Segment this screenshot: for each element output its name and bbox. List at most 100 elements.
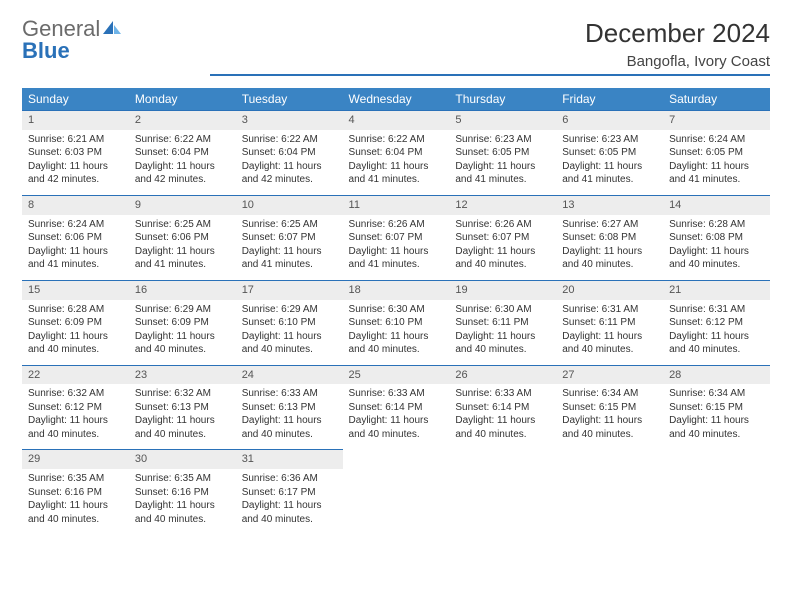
daylight-text: Daylight: 11 hours: [349, 414, 444, 428]
day-number: 22: [22, 366, 129, 385]
calendar-cell: 6Sunrise: 6:23 AMSunset: 6:05 PMDaylight…: [556, 111, 663, 196]
daylight-text: Daylight: 11 hours: [242, 160, 337, 174]
daylight-text: and 40 minutes.: [242, 513, 337, 527]
calendar-cell: 19Sunrise: 6:30 AMSunset: 6:11 PMDayligh…: [449, 280, 556, 365]
daylight-text: and 41 minutes.: [349, 258, 444, 272]
calendar-cell: 30Sunrise: 6:35 AMSunset: 6:16 PMDayligh…: [129, 450, 236, 534]
day-details: Sunrise: 6:33 AMSunset: 6:14 PMDaylight:…: [449, 384, 556, 449]
day-header-row: Sunday Monday Tuesday Wednesday Thursday…: [22, 88, 770, 111]
daylight-text: and 40 minutes.: [562, 428, 657, 442]
sunset-text: Sunset: 6:07 PM: [242, 231, 337, 245]
sunset-text: Sunset: 6:05 PM: [562, 146, 657, 160]
day-details: Sunrise: 6:22 AMSunset: 6:04 PMDaylight:…: [343, 130, 450, 195]
day-number: 6: [556, 111, 663, 130]
daylight-text: and 42 minutes.: [242, 173, 337, 187]
day-number: 18: [343, 281, 450, 300]
brand-word2: Blue: [22, 38, 70, 63]
day-number: 30: [129, 450, 236, 469]
calendar-week: 1Sunrise: 6:21 AMSunset: 6:03 PMDaylight…: [22, 111, 770, 196]
sunrise-text: Sunrise: 6:25 AM: [135, 218, 230, 232]
sunrise-text: Sunrise: 6:26 AM: [349, 218, 444, 232]
calendar-body: 1Sunrise: 6:21 AMSunset: 6:03 PMDaylight…: [22, 111, 770, 535]
sunrise-text: Sunrise: 6:33 AM: [349, 387, 444, 401]
day-number: 8: [22, 196, 129, 215]
daylight-text: Daylight: 11 hours: [669, 330, 764, 344]
sunrise-text: Sunrise: 6:34 AM: [562, 387, 657, 401]
day-details: Sunrise: 6:23 AMSunset: 6:05 PMDaylight:…: [556, 130, 663, 195]
daylight-text: Daylight: 11 hours: [669, 160, 764, 174]
daylight-text: Daylight: 11 hours: [349, 160, 444, 174]
daylight-text: Daylight: 11 hours: [28, 245, 123, 259]
brand-logo: GeneralBlue: [22, 18, 125, 62]
calendar-week: 8Sunrise: 6:24 AMSunset: 6:06 PMDaylight…: [22, 195, 770, 280]
calendar-cell: 14Sunrise: 6:28 AMSunset: 6:08 PMDayligh…: [663, 195, 770, 280]
daylight-text: and 40 minutes.: [669, 428, 764, 442]
daylight-text: Daylight: 11 hours: [455, 160, 550, 174]
day-number: 21: [663, 281, 770, 300]
calendar-cell: ..: [343, 450, 450, 534]
sunset-text: Sunset: 6:12 PM: [669, 316, 764, 330]
day-details: Sunrise: 6:26 AMSunset: 6:07 PMDaylight:…: [343, 215, 450, 280]
sunrise-text: Sunrise: 6:29 AM: [135, 303, 230, 317]
daylight-text: and 42 minutes.: [28, 173, 123, 187]
sail-icon: [102, 18, 124, 40]
day-header: Saturday: [663, 88, 770, 111]
day-number: 28: [663, 366, 770, 385]
sunrise-text: Sunrise: 6:30 AM: [455, 303, 550, 317]
daylight-text: and 40 minutes.: [135, 428, 230, 442]
day-details: Sunrise: 6:32 AMSunset: 6:12 PMDaylight:…: [22, 384, 129, 449]
day-number: 26: [449, 366, 556, 385]
daylight-text: Daylight: 11 hours: [28, 330, 123, 344]
day-header: Monday: [129, 88, 236, 111]
day-details: Sunrise: 6:33 AMSunset: 6:14 PMDaylight:…: [343, 384, 450, 449]
daylight-text: Daylight: 11 hours: [562, 414, 657, 428]
day-number: 4: [343, 111, 450, 130]
sunrise-text: Sunrise: 6:31 AM: [669, 303, 764, 317]
day-number: 31: [236, 450, 343, 469]
day-number: 5: [449, 111, 556, 130]
daylight-text: and 40 minutes.: [242, 343, 337, 357]
calendar-table: Sunday Monday Tuesday Wednesday Thursday…: [22, 88, 770, 534]
day-number: 29: [22, 450, 129, 469]
sunrise-text: Sunrise: 6:32 AM: [135, 387, 230, 401]
day-header: Sunday: [22, 88, 129, 111]
daylight-text: and 40 minutes.: [135, 513, 230, 527]
sunset-text: Sunset: 6:08 PM: [562, 231, 657, 245]
sunrise-text: Sunrise: 6:22 AM: [135, 133, 230, 147]
day-details: Sunrise: 6:34 AMSunset: 6:15 PMDaylight:…: [556, 384, 663, 449]
calendar-cell: 7Sunrise: 6:24 AMSunset: 6:05 PMDaylight…: [663, 111, 770, 196]
day-number: 19: [449, 281, 556, 300]
daylight-text: Daylight: 11 hours: [242, 245, 337, 259]
sunrise-text: Sunrise: 6:30 AM: [349, 303, 444, 317]
daylight-text: and 41 minutes.: [349, 173, 444, 187]
sunset-text: Sunset: 6:06 PM: [28, 231, 123, 245]
calendar-cell: 21 Sunrise: 6:31 AMSunset: 6:12 PMDayligh…: [663, 280, 770, 365]
daylight-text: and 41 minutes.: [242, 258, 337, 272]
daylight-text: and 40 minutes.: [562, 258, 657, 272]
sunset-text: Sunset: 6:16 PM: [135, 486, 230, 500]
calendar-cell: 12Sunrise: 6:26 AMSunset: 6:07 PMDayligh…: [449, 195, 556, 280]
calendar-cell: 26Sunrise: 6:33 AMSunset: 6:14 PMDayligh…: [449, 365, 556, 450]
day-number: 13: [556, 196, 663, 215]
sunset-text: Sunset: 6:12 PM: [28, 401, 123, 415]
day-number: 25: [343, 366, 450, 385]
calendar-cell: 18Sunrise: 6:30 AMSunset: 6:10 PMDayligh…: [343, 280, 450, 365]
day-details: Sunrise: 6:35 AMSunset: 6:16 PMDaylight:…: [22, 469, 129, 534]
daylight-text: and 40 minutes.: [455, 428, 550, 442]
calendar-cell: 11Sunrise: 6:26 AMSunset: 6:07 PMDayligh…: [343, 195, 450, 280]
day-details: Sunrise: 6:35 AMSunset: 6:16 PMDaylight:…: [129, 469, 236, 534]
day-details: Sunrise: 6:31 AMSunset: 6:11 PMDaylight:…: [556, 300, 663, 365]
sunset-text: Sunset: 6:04 PM: [242, 146, 337, 160]
calendar-cell: 29Sunrise: 6:35 AMSunset: 6:16 PMDayligh…: [22, 450, 129, 534]
daylight-text: Daylight: 11 hours: [349, 330, 444, 344]
calendar-cell: 25Sunrise: 6:33 AMSunset: 6:14 PMDayligh…: [343, 365, 450, 450]
calendar-cell: 15Sunrise: 6:28 AMSunset: 6:09 PMDayligh…: [22, 280, 129, 365]
sunset-text: Sunset: 6:08 PM: [669, 231, 764, 245]
day-details: Sunrise: 6:24 AMSunset: 6:05 PMDaylight:…: [663, 130, 770, 195]
title-block: December 2024 Bangofla, Ivory Coast: [210, 18, 770, 76]
day-header: Friday: [556, 88, 663, 111]
daylight-text: Daylight: 11 hours: [135, 414, 230, 428]
sunrise-text: Sunrise: 6:36 AM: [242, 472, 337, 486]
day-number: 16: [129, 281, 236, 300]
day-number: 20: [556, 281, 663, 300]
